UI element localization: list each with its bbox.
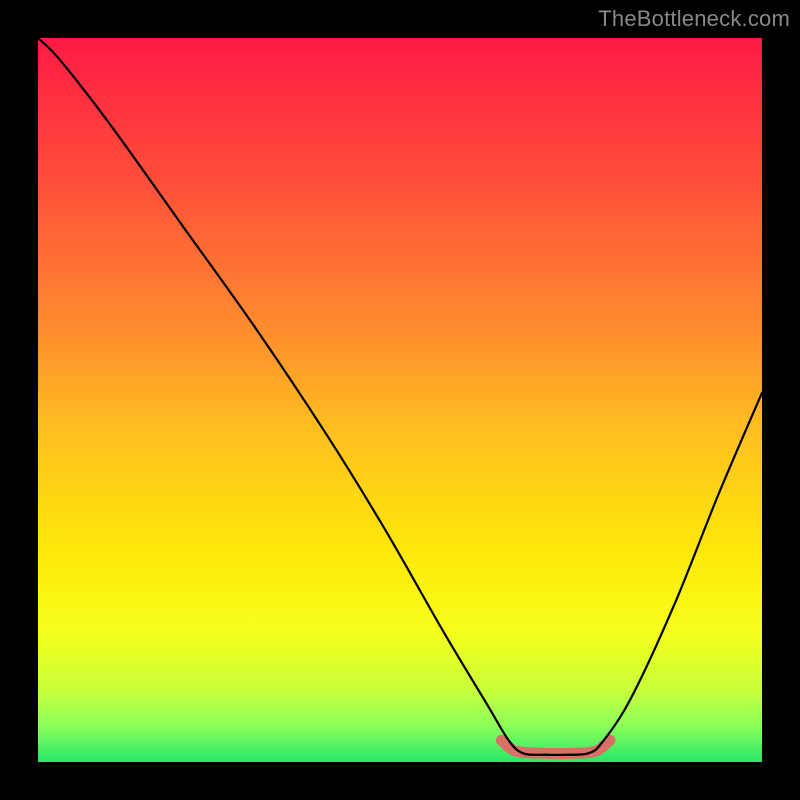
chart-container [38, 38, 762, 762]
watermark-text: TheBottleneck.com [598, 6, 790, 32]
bottleneck-chart [38, 38, 762, 762]
